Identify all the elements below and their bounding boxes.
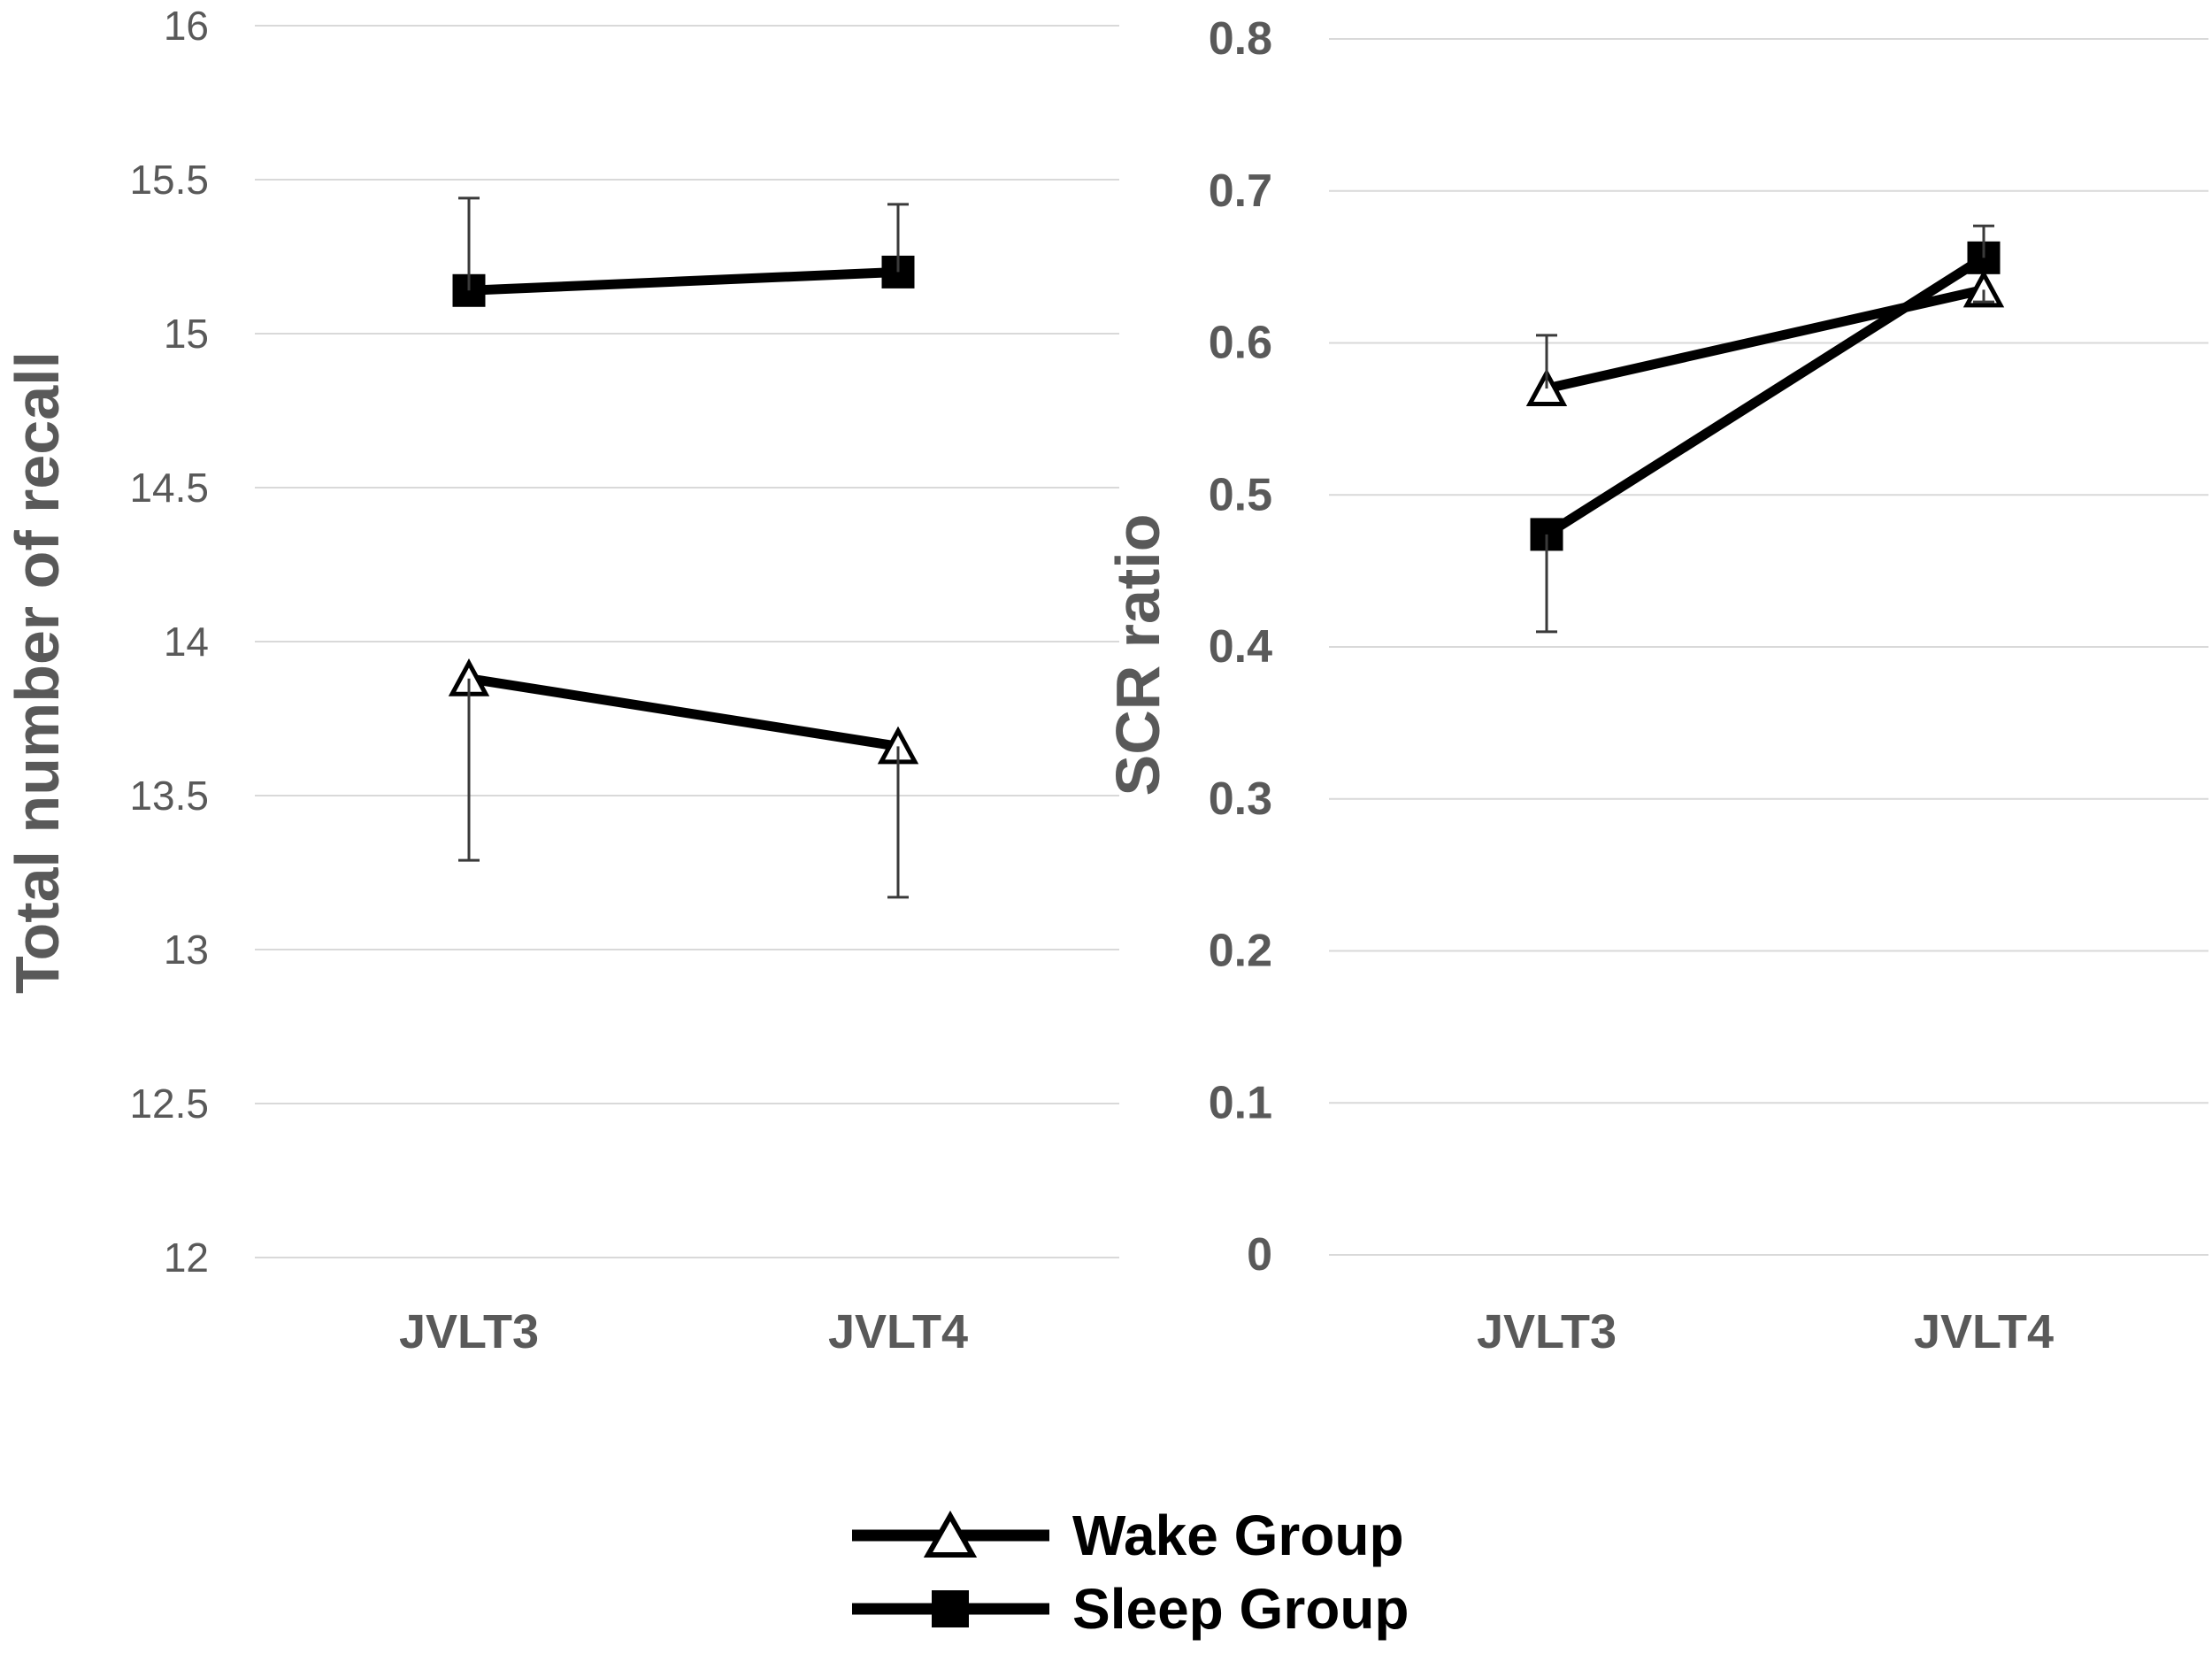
legend: Wake Group Sleep Group [852,1504,1409,1641]
legend-label: Wake Group [1072,1504,1404,1567]
y-tick-label: 12 [164,1235,209,1281]
y-tick-label: 15 [164,311,209,357]
y-tick-label: 0.2 [1209,926,1272,977]
y-axis-title: SCR ratio [1103,514,1172,796]
y-tick-label: 0.6 [1209,318,1272,369]
wake-series-line [468,673,899,751]
legend-square-icon [932,1590,969,1627]
y-tick-label: 0.8 [1209,13,1272,65]
y-tick-label: 14.5 [129,465,209,511]
y-tick-label: 0 [1247,1229,1272,1281]
y-tick-label: 0.7 [1209,165,1272,217]
recall-chart: 16 15.5 15 14.5 14 13.5 13 12.5 12 JVLT3 JVLT4 Tota… [3,3,1119,1358]
y-tick-label: 0.3 [1209,773,1272,825]
y-tick-label: 13.5 [129,773,209,819]
sleep-series-line [468,266,899,296]
x-category-label-jvlt3: JVLT3 [1477,1305,1617,1358]
x-category-label-jvlt3: JVLT3 [399,1305,539,1358]
y-tick-label: 12.5 [129,1081,209,1127]
y-tick-label: 15.5 [129,157,209,203]
y-tick-label: 14 [164,619,209,665]
legend-label: Sleep Group [1072,1577,1409,1641]
x-category-label-jvlt4: JVLT4 [1914,1305,2054,1358]
y-tick-label: 0.5 [1209,469,1272,520]
y-tick-label: 0.1 [1209,1077,1272,1128]
legend-triangle-icon [923,1510,978,1558]
legend-item-sleep: Sleep Group [852,1577,1409,1641]
y-axis-title: Total number of recall [3,351,72,994]
y-tick-label: 16 [164,3,209,49]
sleep-series-line [1544,253,1986,539]
y-tick-label: 0.4 [1209,621,1272,673]
x-category-label-jvlt4: JVLT4 [828,1305,968,1358]
y-tick-label: 13 [164,927,209,973]
legend-item-wake: Wake Group [852,1504,1404,1567]
scr-chart: 0.8 0.7 0.6 0.5 0.4 0.3 0.2 0.1 0 JVLT3 JVLT4 SCR r… [1103,13,2208,1358]
